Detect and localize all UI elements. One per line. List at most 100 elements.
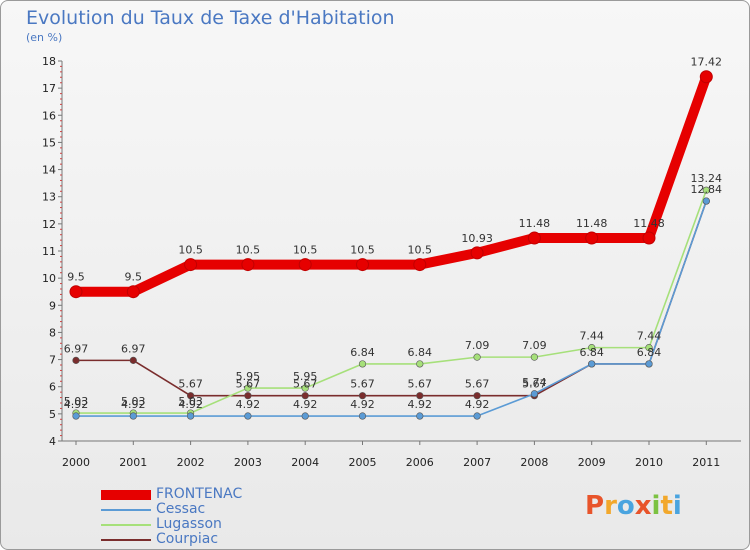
chart-title: Evolution du Taux de Taxe d'Habitation bbox=[26, 7, 395, 29]
data-point-cessac bbox=[301, 412, 309, 420]
data-label-lugasson: 5.03 bbox=[64, 395, 89, 408]
data-label-cessac: 4.92 bbox=[293, 398, 318, 411]
data-point-cessac bbox=[358, 412, 367, 420]
legend-swatch bbox=[101, 524, 151, 526]
chart-subtitle: (en %) bbox=[26, 31, 63, 44]
data-point-lugasson bbox=[358, 360, 367, 368]
legend-label: FRONTENAC bbox=[156, 486, 243, 502]
y-tick-label: 12 bbox=[42, 218, 56, 231]
x-tick-label: 2009 bbox=[578, 456, 606, 469]
data-label-courpiac: 6.97 bbox=[64, 342, 89, 355]
data-point-cessac bbox=[244, 412, 252, 420]
x-tick-label: 2011 bbox=[692, 456, 720, 469]
x-tick-label: 2005 bbox=[349, 456, 377, 469]
data-label-cessac: 4.92 bbox=[236, 398, 261, 411]
data-label-cessac: 4.92 bbox=[121, 398, 146, 411]
data-label-courpiac: 5.67 bbox=[408, 378, 433, 391]
data-point-frontenac bbox=[642, 231, 656, 245]
data-label-lugasson: 6.84 bbox=[408, 346, 433, 359]
y-tick-label: 16 bbox=[42, 109, 56, 122]
y-tick-label: 18 bbox=[42, 55, 56, 68]
y-tick-label: 6 bbox=[49, 381, 56, 394]
data-label-lugasson: 13.24 bbox=[691, 172, 723, 185]
data-point-lugasson bbox=[588, 344, 596, 352]
data-label-lugasson: 7.44 bbox=[579, 330, 604, 343]
data-label-courpiac: 5.67 bbox=[465, 378, 490, 391]
data-label-frontenac: 11.48 bbox=[576, 217, 608, 230]
data-label-cessac: 5.74 bbox=[522, 376, 547, 389]
data-label-frontenac: 10.5 bbox=[293, 244, 318, 257]
data-point-courpiac bbox=[301, 392, 309, 400]
data-label-courpiac: 6.84 bbox=[579, 346, 604, 359]
data-point-cessac bbox=[588, 360, 596, 368]
logo-letter: r bbox=[604, 491, 617, 521]
data-point-cessac bbox=[473, 412, 481, 420]
logo-letter: o bbox=[616, 491, 635, 521]
data-point-cessac bbox=[416, 412, 424, 420]
data-point-cessac bbox=[645, 360, 653, 368]
x-tick-label: 2000 bbox=[62, 456, 90, 469]
data-label-cessac: 4.92 bbox=[178, 398, 203, 411]
logo-letter: i bbox=[651, 491, 661, 521]
data-label-frontenac: 10.5 bbox=[236, 244, 261, 257]
y-tick-label: 8 bbox=[49, 326, 56, 339]
data-label-frontenac: 10.5 bbox=[178, 244, 203, 257]
data-label-courpiac: 5.67 bbox=[350, 378, 375, 391]
legend-swatch bbox=[101, 509, 151, 511]
legend-label: Courpiac bbox=[156, 531, 219, 547]
data-label-cessac: 4.92 bbox=[350, 398, 375, 411]
data-point-courpiac bbox=[244, 392, 252, 400]
data-point-cessac bbox=[129, 412, 137, 420]
data-label-frontenac: 9.5 bbox=[125, 271, 143, 284]
data-label-frontenac: 10.5 bbox=[350, 244, 375, 257]
data-point-frontenac bbox=[699, 70, 713, 84]
data-point-frontenac bbox=[470, 246, 484, 260]
data-label-frontenac: 10.5 bbox=[408, 244, 433, 257]
data-point-lugasson bbox=[473, 353, 481, 361]
x-tick-label: 2008 bbox=[520, 456, 548, 469]
data-point-courpiac bbox=[129, 356, 137, 364]
x-tick-label: 2007 bbox=[463, 456, 491, 469]
data-point-frontenac bbox=[126, 285, 140, 299]
legend-label: Cessac bbox=[156, 501, 206, 517]
data-label-courpiac: 6.84 bbox=[637, 346, 662, 359]
legend-swatch bbox=[101, 490, 151, 500]
data-label-courpiac: 5.67 bbox=[293, 378, 318, 391]
data-point-lugasson bbox=[416, 360, 424, 368]
data-label-frontenac: 9.5 bbox=[67, 271, 85, 284]
data-point-cessac bbox=[72, 412, 80, 420]
y-tick-label: 15 bbox=[42, 136, 56, 149]
data-point-frontenac bbox=[413, 258, 427, 272]
proxiti-logo: Proxiti bbox=[585, 491, 682, 521]
series-line-courpiac bbox=[75, 200, 708, 397]
y-tick-label: 5 bbox=[49, 408, 56, 421]
legend-swatch bbox=[101, 539, 151, 541]
data-label-courpiac: 6.97 bbox=[121, 342, 146, 355]
data-point-courpiac bbox=[187, 392, 195, 400]
data-label-lugasson: 5.95 bbox=[236, 370, 261, 383]
data-point-lugasson bbox=[645, 344, 653, 352]
y-tick-label: 17 bbox=[42, 82, 56, 95]
logo-letter: x bbox=[634, 491, 652, 521]
logo-letter: P bbox=[585, 491, 605, 521]
data-point-courpiac bbox=[473, 392, 481, 400]
y-tick-label: 9 bbox=[49, 299, 56, 312]
data-label-frontenac: 11.48 bbox=[519, 217, 551, 230]
x-tick-label: 2004 bbox=[291, 456, 319, 469]
data-label-frontenac: 17.42 bbox=[691, 56, 723, 69]
data-point-cessac bbox=[187, 412, 195, 420]
y-tick-label: 7 bbox=[49, 354, 56, 367]
data-label-lugasson: 5.95 bbox=[293, 370, 318, 383]
logo-letter: i bbox=[672, 491, 682, 521]
data-point-lugasson bbox=[530, 353, 539, 361]
data-label-cessac: 4.92 bbox=[408, 398, 433, 411]
legend-label: Lugasson bbox=[156, 516, 222, 532]
data-point-cessac bbox=[530, 390, 539, 398]
data-point-courpiac bbox=[358, 392, 367, 400]
data-label-courpiac: 5.67 bbox=[236, 378, 261, 391]
data-label-courpiac: 5.67 bbox=[522, 378, 547, 391]
y-tick-label: 4 bbox=[49, 435, 56, 448]
data-point-lugasson bbox=[244, 384, 252, 392]
